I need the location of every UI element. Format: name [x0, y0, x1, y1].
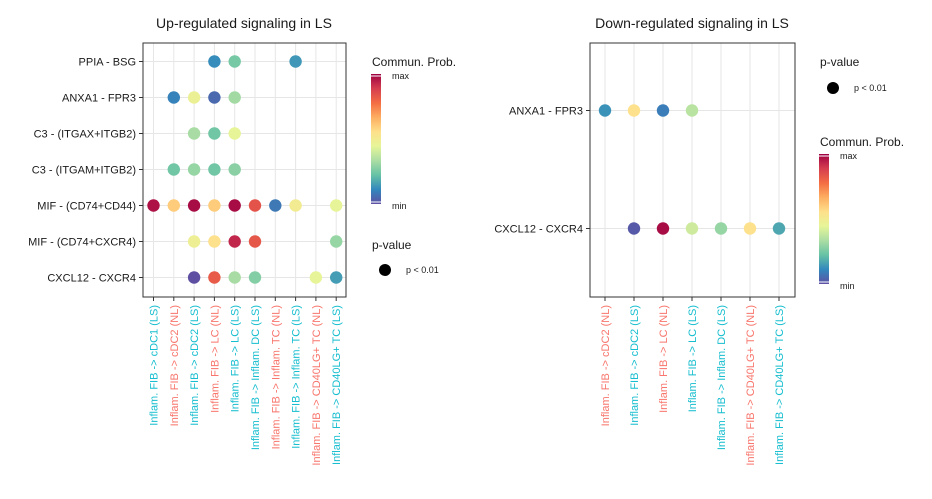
data-point: [228, 235, 241, 248]
right-x-tick-labels: Inflam. FIB -> cDC2 (NL) Inflam. FIB -> c…: [600, 297, 786, 466]
data-point: [228, 55, 241, 68]
data-point: [656, 104, 670, 117]
data-point: [743, 222, 757, 235]
right-color-max-label: max: [840, 151, 858, 161]
data-point: [147, 199, 160, 212]
data-point: [685, 222, 699, 235]
y-tick-label: MIF - (CD74+CD44): [37, 201, 136, 213]
data-point: [289, 55, 302, 68]
data-point: [208, 163, 221, 176]
x-tick-label: Inflam. FIB -> cDC1 (LS): [149, 305, 161, 426]
right-y-tick-labels: ANXA1 - FPR3 CXCL12 - CXCR4: [494, 106, 590, 236]
right-legend-color-title: Commun. Prob.: [820, 135, 904, 149]
y-tick-label: CXCL12 - CXCR4: [47, 273, 136, 285]
x-tick-label: Inflam. FIB -> CD40LG+ TC (NL): [311, 305, 323, 466]
x-tick-label: Inflam. FIB -> Inflam. TC (LS): [291, 305, 303, 449]
x-tick-label: Inflam. FIB -> cDC2 (LS): [629, 305, 641, 426]
y-tick-label: C3 - (ITGAX+ITGB2): [34, 129, 136, 141]
data-point: [167, 163, 180, 176]
data-point: [685, 104, 699, 117]
data-point: [228, 91, 241, 104]
left-legend: Commun. Prob. max min p-value p < 0.01: [371, 55, 456, 276]
data-point: [187, 163, 201, 176]
x-tick-label: Inflam. FIB -> CD40LG+ TC (LS): [331, 305, 343, 465]
data-point: [187, 235, 201, 248]
data-point: [167, 91, 180, 104]
x-tick-label: Inflam. FIB -> LC (LS): [230, 305, 242, 412]
data-point: [187, 91, 201, 104]
data-point: [248, 235, 262, 248]
x-tick-label: Inflam. FIB -> cDC2 (NL): [600, 305, 612, 426]
x-tick-label: Inflam. FIB -> cDC2 (NL): [169, 305, 181, 426]
left-color-max-label: max: [392, 71, 410, 81]
y-tick-label: PPIA - BSG: [79, 57, 136, 69]
x-tick-label: Inflam. FIB -> LC (NL): [209, 305, 221, 413]
data-point: [187, 271, 201, 284]
left-chart: Up-regulated signaling in LS PPIA - BSG A…: [28, 15, 347, 466]
data-point: [208, 199, 221, 212]
left-legend-size-title: p-value: [372, 238, 412, 252]
left-legend-color-title: Commun. Prob.: [372, 55, 456, 69]
x-tick-label: Inflam. FIB -> Inflam. TC (NL): [270, 305, 282, 449]
right-points: [598, 104, 786, 235]
data-point: [187, 199, 201, 212]
data-point: [309, 271, 323, 284]
data-point: [289, 199, 302, 212]
x-tick-label: Inflam. FIB -> LC (NL): [658, 305, 670, 413]
data-point: [330, 235, 343, 248]
data-point: [167, 199, 180, 212]
data-point: [208, 91, 221, 104]
data-point: [187, 127, 201, 140]
right-size-legend-dot: [827, 82, 839, 94]
left-points: [147, 55, 343, 284]
right-chart: Down-regulated signaling in LS ANXA1 - F…: [494, 15, 796, 466]
x-tick-label: Inflam. FIB -> cDC2 (LS): [189, 305, 201, 426]
data-point: [330, 199, 343, 212]
data-point: [269, 199, 282, 212]
data-point: [772, 222, 786, 235]
data-point: [228, 163, 241, 176]
y-tick-label: C3 - (ITGAM+ITGB2): [32, 165, 136, 177]
x-tick-label: Inflam. FIB -> Inflam. DC (LS): [716, 305, 728, 450]
data-point: [656, 222, 670, 235]
left-x-tick-labels: Inflam. FIB -> cDC1 (LS) Inflam. FIB -> c…: [149, 297, 343, 466]
data-point: [208, 55, 221, 68]
x-tick-label: Inflam. FIB -> LC (LS): [687, 305, 699, 412]
y-tick-label: ANXA1 - FPR3: [509, 106, 583, 118]
right-color-min-label: min: [840, 281, 855, 291]
data-point: [228, 199, 241, 212]
right-color-bar: [819, 154, 829, 284]
x-tick-label: Inflam. FIB -> CD40LG+ TC (LS): [774, 305, 786, 465]
right-legend-size-title: p-value: [820, 55, 860, 69]
data-point: [714, 222, 728, 235]
right-size-legend-label: p < 0.01: [854, 83, 887, 93]
y-tick-label: MIF - (CD74+CXCR4): [28, 237, 136, 249]
x-tick-label: Inflam. FIB -> CD40LG+ TC (NL): [745, 305, 757, 466]
data-point: [208, 127, 221, 140]
y-tick-label: CXCL12 - CXCR4: [494, 224, 583, 236]
left-color-min-label: min: [392, 201, 407, 211]
left-chart-title: Up-regulated signaling in LS: [156, 15, 332, 31]
data-point: [208, 271, 221, 284]
right-chart-title: Down-regulated signaling in LS: [595, 15, 789, 31]
x-tick-label: Inflam. FIB -> Inflam. DC (LS): [250, 305, 262, 450]
left-color-bar: [371, 74, 381, 204]
data-point: [228, 271, 241, 284]
y-tick-label: ANXA1 - FPR3: [62, 93, 136, 105]
data-point: [330, 271, 343, 284]
data-point: [248, 271, 262, 284]
data-point: [248, 199, 262, 212]
data-point: [627, 104, 641, 117]
data-point: [228, 127, 241, 140]
left-y-tick-labels: PPIA - BSG ANXA1 - FPR3 C3 - (ITGAX+ITGB2)…: [28, 57, 143, 285]
data-point: [627, 222, 641, 235]
right-legend: p-value p < 0.01 Commun. Prob. max min: [819, 55, 904, 291]
left-size-legend-dot: [379, 264, 391, 276]
right-gridlines: [590, 43, 795, 297]
left-size-legend-label: p < 0.01: [406, 265, 439, 275]
data-point: [208, 235, 221, 248]
data-point: [598, 104, 612, 117]
